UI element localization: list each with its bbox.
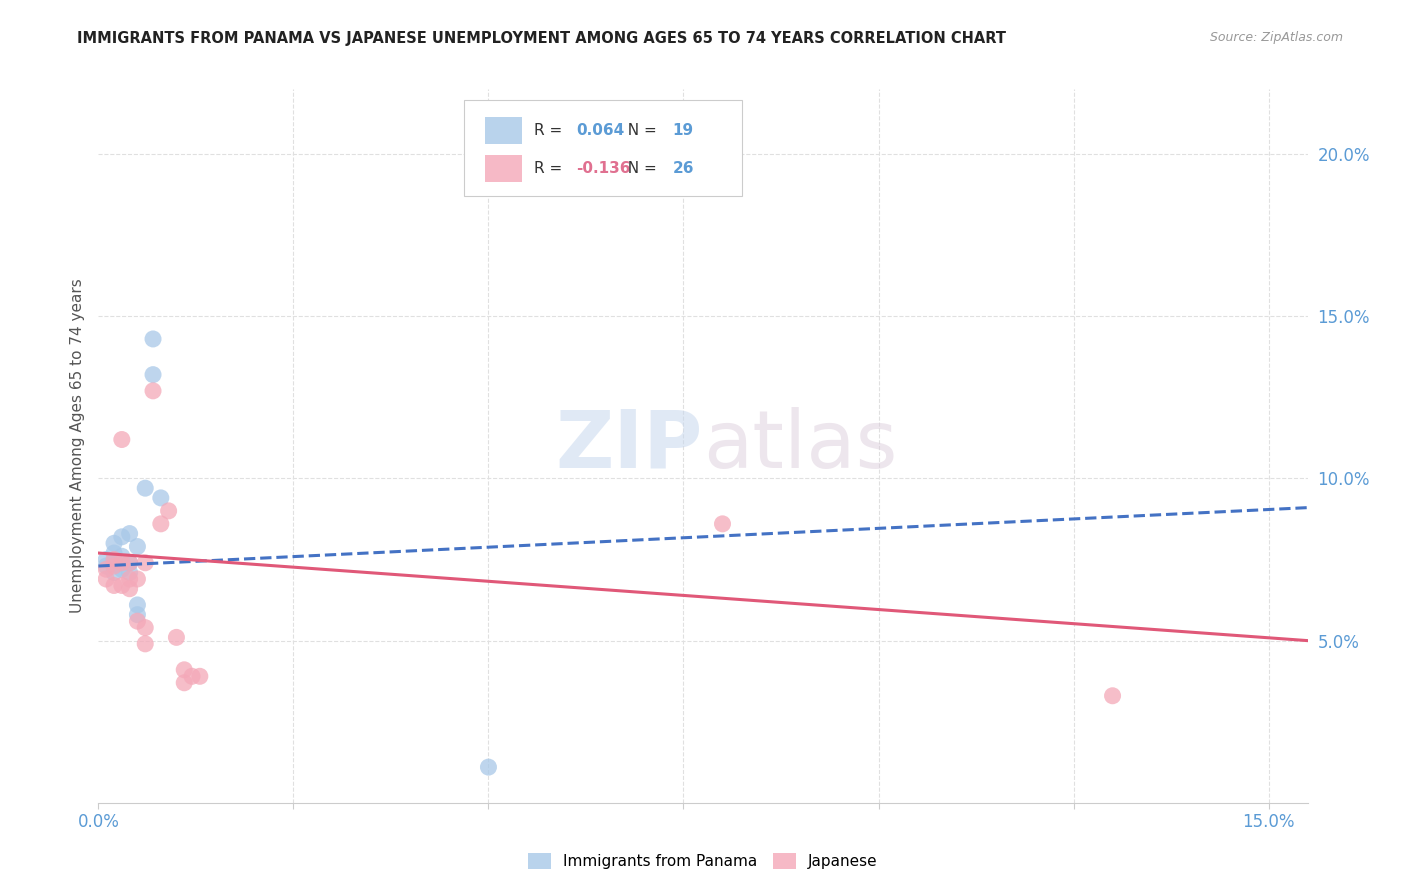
Point xyxy=(127,614,149,628)
Point xyxy=(149,491,172,505)
Legend: Immigrants from Panama, Japanese: Immigrants from Panama, Japanese xyxy=(522,847,884,875)
Point xyxy=(134,556,156,570)
Point xyxy=(118,582,141,596)
Text: IMMIGRANTS FROM PANAMA VS JAPANESE UNEMPLOYMENT AMONG AGES 65 TO 74 YEARS CORREL: IMMIGRANTS FROM PANAMA VS JAPANESE UNEMP… xyxy=(77,31,1007,46)
Point xyxy=(127,598,149,612)
Text: atlas: atlas xyxy=(703,407,897,485)
Point xyxy=(173,675,195,690)
Point xyxy=(477,760,499,774)
Point xyxy=(111,556,134,570)
Point xyxy=(142,384,165,398)
Point xyxy=(134,637,156,651)
Text: Source: ZipAtlas.com: Source: ZipAtlas.com xyxy=(1209,31,1343,45)
Text: -0.136: -0.136 xyxy=(576,161,630,176)
FancyBboxPatch shape xyxy=(485,117,522,145)
Point xyxy=(103,566,125,580)
Text: 19: 19 xyxy=(672,123,695,138)
Point xyxy=(96,572,118,586)
Point xyxy=(142,332,165,346)
Point xyxy=(103,536,125,550)
Text: R =: R = xyxy=(534,161,567,176)
Text: 0.064: 0.064 xyxy=(576,123,624,138)
Point xyxy=(188,669,211,683)
Text: 26: 26 xyxy=(672,161,695,176)
Text: N =: N = xyxy=(619,123,662,138)
Point xyxy=(127,540,149,554)
Point xyxy=(103,546,125,560)
Point xyxy=(127,607,149,622)
Text: N =: N = xyxy=(619,161,662,176)
Point xyxy=(142,368,165,382)
FancyBboxPatch shape xyxy=(464,100,742,196)
Point xyxy=(134,481,156,495)
Point xyxy=(165,631,187,645)
Point xyxy=(1101,689,1123,703)
Point xyxy=(118,526,141,541)
Point xyxy=(96,562,118,576)
Point xyxy=(118,566,141,580)
Point xyxy=(111,433,134,447)
Point xyxy=(149,516,172,531)
Point xyxy=(127,572,149,586)
Point xyxy=(111,549,134,564)
Point xyxy=(181,669,204,683)
Point xyxy=(118,572,141,586)
Point xyxy=(103,578,125,592)
Point xyxy=(118,556,141,570)
Point xyxy=(134,621,156,635)
Point xyxy=(103,559,125,574)
Point xyxy=(111,578,134,592)
Point xyxy=(96,552,118,566)
Text: ZIP: ZIP xyxy=(555,407,703,485)
Point xyxy=(173,663,195,677)
Point xyxy=(118,556,141,570)
Y-axis label: Unemployment Among Ages 65 to 74 years: Unemployment Among Ages 65 to 74 years xyxy=(69,278,84,614)
Point xyxy=(96,559,118,574)
Point xyxy=(111,530,134,544)
Text: R =: R = xyxy=(534,123,567,138)
Point xyxy=(711,516,734,531)
Point xyxy=(103,552,125,566)
Point xyxy=(157,504,180,518)
Point xyxy=(111,562,134,576)
FancyBboxPatch shape xyxy=(485,155,522,182)
